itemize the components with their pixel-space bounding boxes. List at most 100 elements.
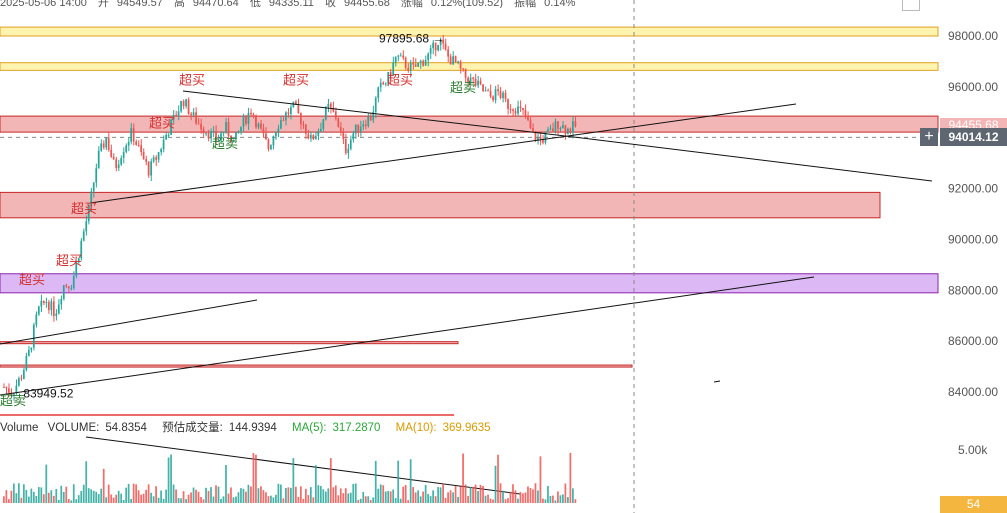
candle-body — [272, 136, 275, 146]
oversold-label: 超卖 — [450, 80, 476, 95]
candle-body — [314, 135, 317, 140]
volume-bar — [237, 492, 240, 503]
candle-body — [427, 53, 430, 61]
volume-bar — [462, 453, 464, 503]
volume-bar — [442, 483, 444, 503]
volume-bar — [120, 493, 123, 503]
candle-body — [127, 141, 130, 146]
candles-layer — [3, 34, 577, 401]
volume-bar — [312, 497, 315, 503]
candle-body — [374, 97, 377, 112]
volume-bar — [187, 494, 190, 503]
candle-body — [42, 300, 45, 304]
trend-line-stub — [713, 380, 721, 383]
candle-body — [297, 104, 300, 114]
candle-body — [217, 139, 220, 141]
candle-body — [517, 106, 519, 114]
candle-body — [524, 110, 527, 118]
candle-body — [387, 72, 390, 84]
volume-bar — [559, 495, 562, 503]
volume-bar — [245, 491, 247, 503]
candle-body — [195, 112, 197, 124]
volume-bar — [352, 483, 355, 503]
candle-body — [507, 98, 509, 109]
candle-body — [419, 60, 422, 63]
volume-bar — [210, 487, 212, 503]
volume-bar — [252, 453, 255, 503]
volume-bar — [294, 486, 297, 503]
candle-body — [472, 77, 474, 79]
candle-body — [12, 393, 15, 395]
volume-bar — [47, 492, 50, 503]
volume-bar — [22, 484, 25, 503]
volume-bar — [507, 498, 509, 503]
candle-body — [557, 121, 559, 129]
candle-body — [474, 78, 477, 86]
volume-bar — [364, 496, 367, 503]
volume-bar — [542, 498, 544, 503]
volume-bar — [372, 497, 375, 503]
volume-bar — [75, 499, 78, 503]
volume-bar — [125, 487, 128, 503]
volume-bar — [439, 487, 442, 503]
candle-body — [227, 122, 230, 136]
volume-bar — [10, 490, 13, 503]
candle-body — [317, 131, 320, 136]
candle-body — [15, 385, 18, 394]
corner-expand-button[interactable] — [902, 0, 920, 11]
candle-body — [512, 109, 514, 112]
volume-bar — [399, 498, 402, 503]
candle-body — [267, 139, 270, 150]
candle-body — [369, 116, 372, 121]
volume-bar — [40, 487, 43, 503]
volume-bar — [307, 495, 310, 503]
volume-bar — [160, 490, 162, 503]
volume-bar — [225, 465, 227, 503]
volume-bar — [382, 485, 385, 503]
candle-body — [157, 152, 160, 160]
volume-bar — [52, 495, 55, 503]
volume-bar — [242, 488, 245, 503]
candle-body — [45, 302, 48, 304]
ohlc-date: 2025-05-06 14:00 — [0, 0, 87, 8]
volume-bar — [454, 486, 457, 503]
candle-body — [409, 62, 412, 71]
volume-bar — [215, 485, 217, 503]
volume-bar — [407, 500, 410, 503]
price-tick-label: 96000.00 — [948, 80, 998, 94]
volume-bar — [467, 495, 469, 503]
candle-body — [205, 133, 207, 135]
ma10-label: MA(10): — [395, 422, 437, 434]
candle-body — [62, 285, 65, 299]
candle-body — [110, 149, 113, 157]
volume-bar — [324, 491, 327, 503]
volume-bar — [332, 487, 335, 503]
volume-bar — [327, 488, 330, 503]
candle-body — [105, 137, 108, 148]
volume-bar — [529, 487, 532, 503]
volume-bar — [100, 488, 103, 503]
trend-line — [85, 436, 521, 495]
candle-body — [160, 149, 162, 153]
candle-body — [52, 301, 55, 317]
low-annotation: ← 83949.52 — [8, 386, 74, 400]
volume-bar — [280, 484, 282, 503]
candle-body — [432, 42, 434, 49]
candle-body — [424, 60, 427, 66]
candle-body — [377, 87, 380, 98]
volume-bar — [489, 498, 492, 503]
volume-bar — [7, 499, 10, 503]
candle-body — [522, 108, 524, 111]
candle-body — [327, 103, 330, 108]
overbought-label: 超买 — [19, 272, 45, 287]
volume-bar — [434, 496, 437, 503]
volume-bar — [319, 486, 322, 503]
candle-body — [90, 191, 93, 206]
candle-body — [27, 349, 30, 356]
volume-bar — [514, 490, 517, 503]
candle-body — [112, 156, 115, 160]
add-alert-button[interactable]: + — [920, 128, 938, 146]
candle-body — [260, 123, 262, 129]
volume-bar — [572, 488, 574, 503]
